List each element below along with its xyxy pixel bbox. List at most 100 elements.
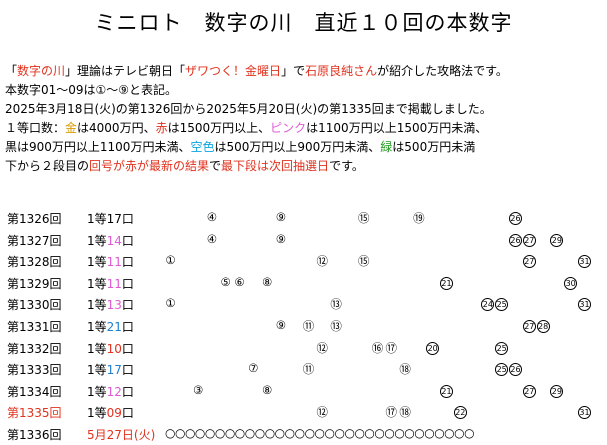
drawn-number: ④: [206, 231, 218, 246]
prize-winner-count: 11: [106, 276, 122, 291]
first-prize-count: 1等14口: [87, 232, 134, 249]
drawn-number: ⑫: [316, 254, 329, 269]
drawn-number: 26: [509, 363, 522, 377]
prize-suffix: 口: [121, 255, 134, 270]
drawn-number: 27: [522, 233, 536, 247]
intro-segment: 回号が赤が最新の結果: [89, 159, 210, 173]
intro-line-4: １等口数：金は4000万円、赤は1500万円以上、ピンクは1100万円以上150…: [5, 119, 508, 138]
drawn-number: 31: [578, 298, 591, 312]
intro-segment: 石原良純さん: [305, 64, 378, 78]
drawn-number: 21: [440, 276, 453, 290]
drawn-number: ⑨: [275, 317, 287, 332]
prize-winner-count: 14: [106, 233, 122, 248]
intro-segment: 「: [5, 64, 18, 78]
next-draw-date: 5月27日(火): [87, 427, 156, 442]
intro-segment: です。: [329, 159, 364, 173]
intro-segment: が紹介した攻略法です。: [377, 64, 508, 78]
prize-suffix: 口: [121, 384, 134, 399]
intro-segment: 金: [65, 121, 78, 135]
intro-segment: １等口数：: [5, 121, 66, 135]
drawn-number: ⑯: [371, 340, 384, 355]
drawn-number: 28: [536, 319, 550, 333]
drawn-number: ⑰: [385, 405, 398, 420]
drawn-number: ⑮: [357, 211, 370, 225]
draw-number-label: 第1327回: [7, 233, 62, 248]
first-prize-count: 1等09口: [87, 404, 134, 421]
intro-segment: は1100万円以上1500万円未満、: [306, 121, 488, 135]
drawn-number: ⑱: [399, 405, 411, 420]
prize-prefix: 1等: [87, 212, 107, 226]
intro-segment: ザワつく！金曜日: [185, 64, 282, 78]
first-prize-count: 1等21口: [87, 318, 134, 335]
prize-prefix: 1等: [87, 276, 107, 291]
intro-line-5: 黒は900万円以上1100万円未満、空色は500万円以上900万円未満、緑は50…: [5, 138, 508, 157]
drawn-number: 21: [440, 384, 453, 398]
intro-segment: で: [209, 159, 222, 173]
intro-segment: 黒は900万円以上1100万円未満、: [5, 140, 191, 154]
prize-prefix: 1等: [87, 298, 107, 313]
drawn-number: ⑨: [275, 210, 287, 224]
intro-segment: は500万円未満: [392, 140, 476, 154]
prize-prefix: 1等: [87, 384, 107, 399]
drawn-number: ④: [206, 210, 218, 224]
prize-prefix: 1等: [87, 341, 107, 356]
draw-number-label: 第1333回: [7, 363, 62, 378]
prize-suffix: 口: [121, 363, 134, 378]
draw-number-label: 第1334回: [7, 384, 62, 399]
drawn-number: 27: [522, 319, 536, 333]
drawn-number: 31: [578, 255, 591, 269]
drawn-number: ⑧: [261, 274, 273, 289]
first-prize-count: 1等12口: [87, 383, 134, 400]
draw-number-label: 第1328回: [7, 255, 62, 270]
intro-segment: ピンク: [270, 121, 307, 135]
prize-suffix: 口: [121, 341, 134, 356]
draw-number-label: 第1331回: [7, 319, 62, 334]
intro-segment: 下から２段目の: [5, 159, 90, 173]
intro-line-6: 下から２段目の回号が赤が最新の結果で最下段は次回抽選日です。: [5, 157, 508, 176]
draw-number-label: 第1326回: [7, 212, 62, 226]
prize-suffix: 口: [121, 212, 134, 226]
prize-winner-count: 13: [106, 298, 122, 313]
intro-segment: は500万円以上900万円未満、: [214, 140, 381, 154]
drawn-number: ⑮: [357, 254, 370, 269]
intro-text: 「数字の川」理論はテレビ朝日「ザワつく！金曜日」で石原良純さんが紹介した攻略法で…: [5, 62, 508, 176]
first-prize-count: 1等11口: [87, 275, 134, 292]
first-prize-count: 1等13口: [87, 296, 134, 313]
drawn-number: ①: [165, 253, 176, 268]
drawn-number: ⑫: [316, 340, 329, 355]
drawn-number: 29: [550, 384, 564, 398]
intro-line-1: 「数字の川」理論はテレビ朝日「ザワつく！金曜日」で石原良純さんが紹介した攻略法で…: [5, 62, 508, 81]
prize-suffix: 口: [121, 298, 134, 313]
prize-winner-count: 21: [106, 319, 122, 334]
prize-suffix: 口: [121, 319, 134, 334]
drawn-number: 25: [495, 298, 509, 312]
next-draw-label: 第1336回: [7, 427, 62, 442]
drawn-number: 29: [550, 233, 564, 247]
drawn-number: ⑥: [234, 274, 245, 289]
drawn-number: ⑫: [316, 405, 329, 420]
prize-winner-count: 09: [106, 406, 122, 421]
prize-prefix: 1等: [87, 233, 107, 248]
intro-segment: 緑: [380, 140, 393, 154]
prize-prefix: 1等: [87, 363, 107, 378]
intro-line-3: 2025年3月18日(火)の第1326回から2025年5月20日(火)の第133…: [5, 102, 492, 116]
prize-winner-count: 12: [106, 384, 122, 399]
prize-prefix: 1等: [87, 255, 107, 270]
intro-segment: は4000万円、: [77, 121, 156, 135]
prize-suffix: 口: [121, 276, 134, 291]
drawn-number: ⑪: [302, 362, 315, 377]
prize-prefix: 1等: [87, 319, 107, 334]
drawn-number: ⑨: [275, 231, 287, 246]
intro-segment: 空色: [190, 140, 215, 154]
intro-segment: 数字の川: [17, 64, 66, 78]
intro-segment: は1500万円以上、: [167, 121, 271, 135]
intro-segment: 」で: [281, 64, 306, 78]
drawn-number: 27: [522, 384, 536, 398]
drawn-number: ⑤: [220, 274, 231, 289]
drawn-number: 20: [426, 341, 440, 355]
drawn-number: ⑰: [385, 340, 398, 355]
drawn-number: 24: [481, 298, 495, 312]
prize-winner-count: 10: [106, 341, 122, 356]
drawn-number: 31: [578, 406, 591, 420]
draw-number-label: 第1332回: [7, 341, 62, 356]
